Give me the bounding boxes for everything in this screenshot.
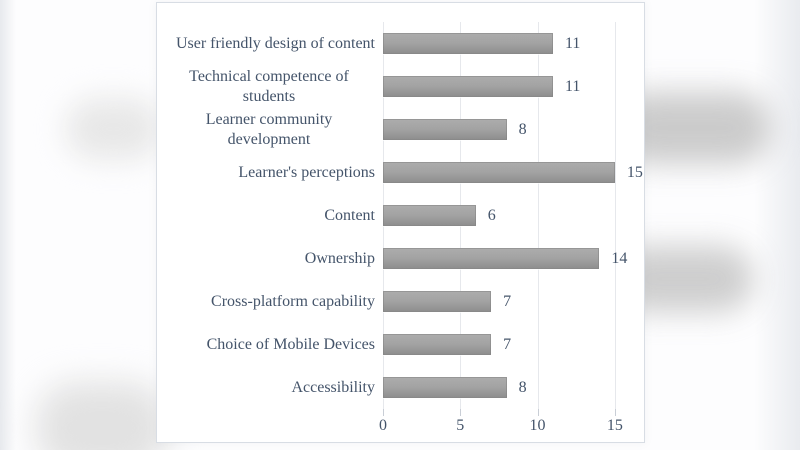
category-label: Learner community development <box>205 110 333 148</box>
page-edge-shading-left <box>0 0 16 450</box>
value-label: 8 <box>518 120 527 138</box>
bar-row: Learner community development 8 <box>157 108 638 151</box>
bar <box>383 33 553 54</box>
category-label: Technical competence of students <box>189 67 349 105</box>
gridline <box>537 22 539 409</box>
value-label: 8 <box>518 378 527 396</box>
value-label: 6 <box>487 206 496 224</box>
value-label: 7 <box>503 335 512 353</box>
category-label: Content <box>324 206 375 224</box>
page-edge-shading-right <box>754 0 800 450</box>
category-label: Learner's perceptions <box>238 163 375 181</box>
bar-row: Ownership 14 <box>157 237 638 280</box>
x-axis-tick-label: 5 <box>456 417 465 434</box>
category-label: Cross-platform capability <box>211 292 375 310</box>
blur-blob <box>66 98 161 160</box>
bar <box>383 248 600 269</box>
x-axis-labels: 0 5 10 15 <box>379 415 638 439</box>
x-axis <box>383 409 638 417</box>
bar <box>383 162 615 183</box>
category-label: Ownership <box>304 249 375 267</box>
category-label: User friendly design of content <box>175 34 375 52</box>
bar <box>383 119 507 140</box>
x-axis-tick-label: 0 <box>379 417 387 434</box>
chart-card: User friendly design of content 11 Techn… <box>156 2 645 443</box>
bar-row: Cross-platform capability 7 <box>157 280 638 323</box>
x-axis-tick <box>460 409 462 416</box>
bar <box>383 334 492 355</box>
bar-rows: User friendly design of content 11 Techn… <box>157 22 643 409</box>
x-axis-tick-label: 10 <box>529 417 546 434</box>
bar-row: Content 6 <box>157 194 638 237</box>
x-axis-tick <box>614 409 616 416</box>
value-label: 14 <box>611 249 628 267</box>
category-label: Choice of Mobile Devices <box>206 335 375 353</box>
bar-row: Learner's perceptions 15 <box>157 151 643 194</box>
x-axis-tick-label: 15 <box>606 417 623 434</box>
bar <box>383 76 553 97</box>
value-label: 11 <box>565 77 581 95</box>
blur-blob <box>36 382 168 450</box>
category-label: Accessibility <box>291 378 375 396</box>
value-label: 7 <box>503 292 512 310</box>
bar <box>383 377 507 398</box>
bar-row: Accessibility 8 <box>157 366 638 409</box>
bar-row: Technical competence of students 11 <box>157 65 638 108</box>
bar-row: Choice of Mobile Devices 7 <box>157 323 638 366</box>
bar <box>383 291 492 312</box>
value-label: 11 <box>565 34 581 52</box>
x-axis-tick <box>383 409 384 416</box>
bar <box>383 205 476 226</box>
bar-row: User friendly design of content 11 <box>157 22 638 65</box>
x-axis-tick <box>537 409 539 416</box>
value-label: 15 <box>626 163 643 181</box>
gridline <box>614 22 616 409</box>
